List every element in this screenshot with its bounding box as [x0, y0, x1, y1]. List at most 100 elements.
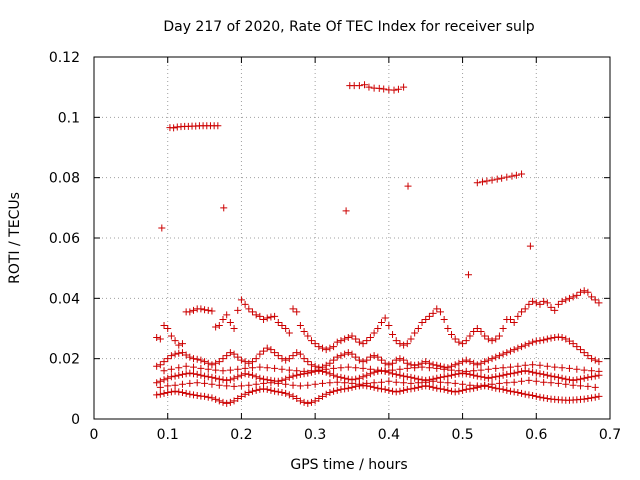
data-point: [521, 361, 529, 369]
data-point: [554, 333, 562, 341]
data-point: [499, 364, 507, 372]
data-point: [237, 296, 245, 304]
data-point: [492, 364, 500, 372]
data-point: [514, 368, 522, 376]
data-point: [355, 338, 363, 346]
data-point: [584, 394, 592, 402]
data-point: [558, 374, 566, 382]
data-point: [245, 305, 253, 313]
data-point: [208, 394, 216, 402]
data-point: [525, 340, 533, 348]
data-point: [403, 373, 411, 381]
data-point: [201, 392, 209, 400]
data-point: [377, 378, 385, 386]
data-point: [230, 397, 238, 405]
data-point: [344, 349, 352, 357]
data-point: [293, 349, 301, 357]
data-point: [337, 337, 345, 345]
data-point: [503, 386, 511, 394]
data-point: [330, 364, 338, 372]
data-point: [330, 371, 338, 379]
data-point: [274, 352, 282, 360]
data-point: [156, 335, 164, 343]
data-point: [182, 362, 190, 370]
data-point: [355, 374, 363, 382]
data-point: [591, 393, 599, 401]
data-point: [186, 369, 194, 377]
data-point: [319, 379, 327, 387]
data-point: [422, 315, 430, 323]
data-point: [466, 370, 474, 378]
data-point: [492, 384, 500, 392]
data-point: [296, 370, 304, 378]
data-point: [455, 359, 463, 367]
data-point: [352, 382, 360, 390]
data-point: [278, 388, 286, 396]
x-tick-label: 0.5: [451, 427, 473, 443]
data-point: [363, 356, 371, 364]
y-tick-label: 0.08: [49, 171, 80, 187]
data-point: [197, 356, 205, 364]
data-point: [282, 380, 290, 388]
data-point: [588, 373, 596, 381]
data-point: [377, 318, 385, 326]
data-point: [411, 329, 419, 337]
data-point: [477, 366, 485, 374]
data-point: [547, 303, 555, 311]
data-point: [418, 318, 426, 326]
data-point: [547, 379, 555, 387]
data-point: [536, 361, 544, 369]
data-point: [296, 397, 304, 405]
data-point: [573, 365, 581, 373]
data-point: [436, 362, 444, 370]
data-point: [285, 366, 293, 374]
data-point: [282, 356, 290, 364]
data-point: [389, 366, 397, 374]
data-point: [204, 306, 212, 314]
data-point: [267, 346, 275, 354]
data-point: [518, 170, 526, 178]
data-point: [562, 296, 570, 304]
data-point: [492, 335, 500, 343]
data-point: [219, 367, 227, 375]
data-point: [167, 373, 175, 381]
data-point: [532, 337, 540, 345]
data-point: [551, 306, 559, 314]
data-point: [547, 372, 555, 380]
data-point: [260, 315, 268, 323]
data-point: [577, 288, 585, 296]
data-point: [241, 390, 249, 398]
data-point: [252, 311, 260, 319]
data-point: [540, 394, 548, 402]
data-point: [448, 366, 456, 374]
data-point: [315, 343, 323, 351]
data-point: [396, 355, 404, 363]
data-point: [337, 352, 345, 360]
data-point: [540, 297, 548, 305]
data-point: [510, 346, 518, 354]
data-point: [153, 379, 161, 387]
data-point: [212, 359, 220, 367]
data-point: [274, 379, 282, 387]
data-point: [160, 389, 168, 397]
data-point: [215, 381, 223, 389]
data-point: [330, 387, 338, 395]
data-point: [190, 355, 198, 363]
data-point: [197, 305, 205, 313]
data-point: [392, 337, 400, 345]
data-point: [201, 379, 209, 387]
data-point: [389, 359, 397, 367]
data-point: [543, 335, 551, 343]
data-point: [319, 344, 327, 352]
data-point: [529, 361, 537, 369]
data-point: [506, 347, 514, 355]
data-point: [470, 328, 478, 336]
data-point: [466, 332, 474, 340]
data-point: [425, 376, 433, 384]
data-point: [322, 346, 330, 354]
data-point: [289, 381, 297, 389]
data-point: [451, 335, 459, 343]
data-point: [322, 390, 330, 398]
data-point: [584, 288, 592, 296]
data-point: [547, 334, 555, 342]
